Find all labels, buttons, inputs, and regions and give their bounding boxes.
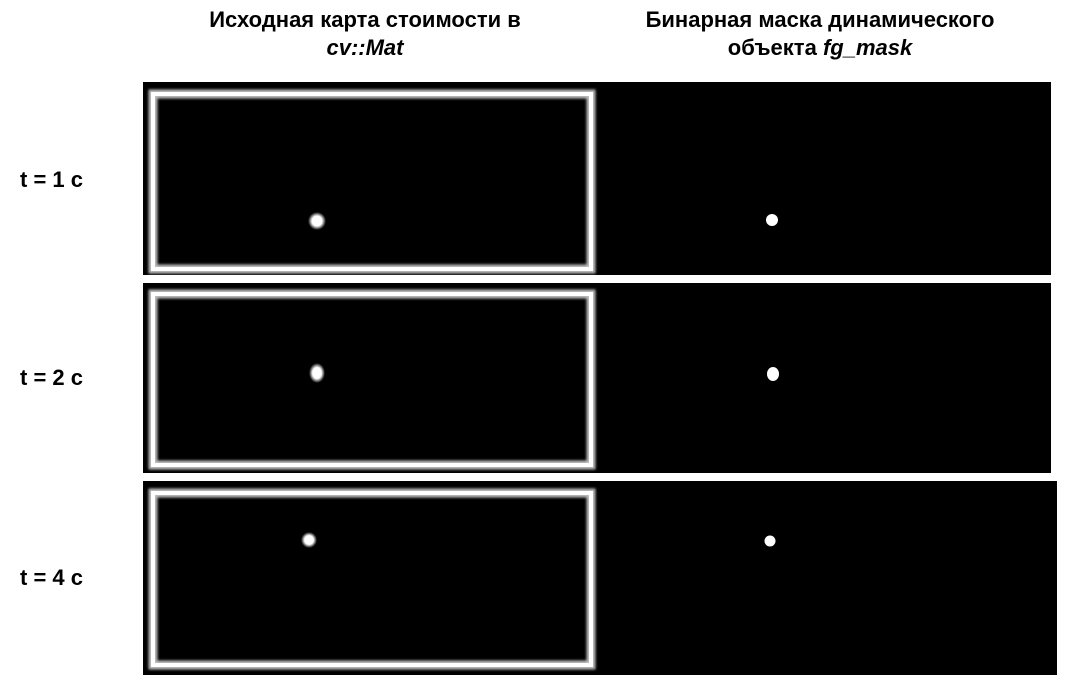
mask-panel-t4	[601, 481, 1057, 675]
header-fg-mask-prefix: объекта	[727, 35, 823, 60]
costmap-panel-t2	[143, 283, 601, 473]
header-fg-mask-code: fg_mask	[822, 35, 913, 60]
mask-image-t1	[766, 214, 778, 226]
costmap-object-blob	[309, 363, 325, 383]
costmap-object-blob	[308, 212, 326, 230]
costmap-border-core	[151, 292, 593, 467]
costmap-image-t2	[148, 289, 596, 470]
row-label-t1: t = 1 с	[20, 167, 83, 192]
costmap-border	[148, 289, 596, 470]
header-costmap-line1: Исходная карта стоимости в	[209, 7, 521, 32]
costmap-object-blob	[301, 532, 317, 548]
header-fg-mask-line1: Бинарная маска динамического	[645, 7, 995, 32]
mask-object-blob	[766, 214, 778, 226]
costmap-image-t4	[148, 488, 596, 670]
costmap-panel-t1	[143, 82, 601, 275]
header-fg-mask: Бинарная маска динамического объекта fg_…	[600, 6, 1040, 62]
costmap-border	[148, 488, 596, 670]
costmap-border	[148, 89, 596, 274]
costmap-border-core	[151, 92, 593, 271]
mask-object-blob	[764, 535, 776, 547]
mask-panel-t2	[601, 283, 1051, 473]
mask-image-t4	[764, 535, 776, 547]
header-costmap: Исходная карта стоимости в cv::Mat	[150, 6, 580, 62]
row-label-t4: t = 4 с	[20, 565, 83, 590]
mask-panel-t1	[601, 82, 1051, 275]
header-costmap-code: cv::Mat	[326, 35, 404, 60]
row-label-t2: t = 2 с	[20, 365, 83, 390]
mask-image-t2	[767, 367, 779, 381]
mask-object-blob	[767, 367, 779, 381]
costmap-image-t1	[148, 89, 596, 274]
costmap-panel-t4	[143, 481, 601, 675]
costmap-border-core	[151, 491, 593, 667]
